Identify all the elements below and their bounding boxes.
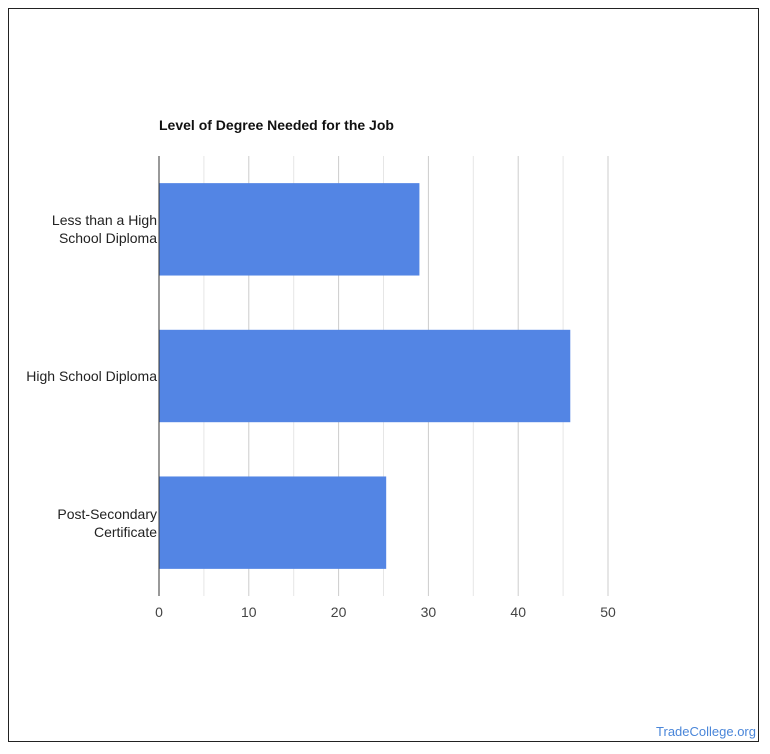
x-tick-label: 50 bbox=[600, 604, 616, 620]
chart-title: Level of Degree Needed for the Job bbox=[159, 117, 394, 133]
category-label-line: School Diploma bbox=[58, 230, 157, 247]
x-tick-label: 10 bbox=[241, 604, 257, 620]
x-tick-label: 0 bbox=[155, 604, 163, 620]
credit-link[interactable]: TradeCollege.org bbox=[656, 724, 756, 739]
x-tick-label: 40 bbox=[510, 604, 526, 620]
bar-0 bbox=[159, 183, 420, 276]
category-label: Less than a High School Diploma bbox=[7, 211, 157, 247]
category-label-line: Less than a High bbox=[51, 212, 157, 229]
category-label: Post-Secondary Certificate bbox=[7, 505, 157, 541]
category-label-line: Certificate bbox=[93, 523, 157, 540]
bar-2 bbox=[159, 476, 387, 569]
category-label-line: Post-Secondary bbox=[57, 505, 157, 522]
x-tick-label: 20 bbox=[331, 604, 347, 620]
category-label-line: High School Diploma bbox=[26, 368, 157, 384]
bar-1 bbox=[159, 329, 571, 423]
category-label: High School Diploma bbox=[7, 367, 157, 385]
x-tick-label: 30 bbox=[421, 604, 437, 620]
